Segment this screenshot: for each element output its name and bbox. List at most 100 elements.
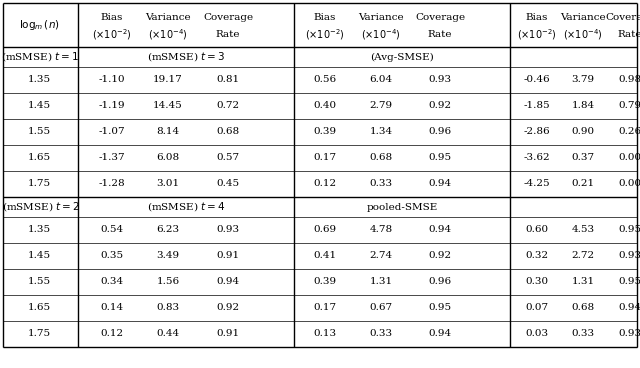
Text: 0.68: 0.68 xyxy=(369,153,392,163)
Text: 0.92: 0.92 xyxy=(428,102,452,110)
Text: 0.30: 0.30 xyxy=(525,277,548,287)
Text: 0.68: 0.68 xyxy=(216,127,239,137)
Text: 3.01: 3.01 xyxy=(156,180,180,188)
Text: 1.34: 1.34 xyxy=(369,127,392,137)
Text: Rate: Rate xyxy=(428,30,452,39)
Text: 1.56: 1.56 xyxy=(156,277,180,287)
Text: 1.75: 1.75 xyxy=(28,329,51,339)
Text: -1.85: -1.85 xyxy=(524,102,550,110)
Text: 0.98: 0.98 xyxy=(618,75,640,85)
Text: 0.39: 0.39 xyxy=(314,277,337,287)
Text: Coverage: Coverage xyxy=(605,13,640,22)
Text: 0.95: 0.95 xyxy=(618,226,640,234)
Text: 0.95: 0.95 xyxy=(428,153,452,163)
Text: Variance: Variance xyxy=(560,13,606,22)
Text: 0.33: 0.33 xyxy=(572,329,595,339)
Text: 1.84: 1.84 xyxy=(572,102,595,110)
Text: 0.33: 0.33 xyxy=(369,180,392,188)
Text: 1.65: 1.65 xyxy=(28,304,51,312)
Text: $\log_m(n)$: $\log_m(n)$ xyxy=(19,18,60,32)
Text: 0.93: 0.93 xyxy=(216,226,239,234)
Text: 1.35: 1.35 xyxy=(28,226,51,234)
Text: -1.28: -1.28 xyxy=(99,180,125,188)
Text: Variance: Variance xyxy=(358,13,404,22)
Text: 2.72: 2.72 xyxy=(572,251,595,261)
Text: 0.26: 0.26 xyxy=(618,127,640,137)
Text: 0.94: 0.94 xyxy=(216,277,239,287)
Text: (Avg-SMSE): (Avg-SMSE) xyxy=(370,52,434,61)
Text: 0.96: 0.96 xyxy=(428,127,452,137)
Text: 0.40: 0.40 xyxy=(314,102,337,110)
Text: 0.96: 0.96 xyxy=(428,277,452,287)
Text: 0.60: 0.60 xyxy=(525,226,548,234)
Text: 0.34: 0.34 xyxy=(100,277,124,287)
Text: $(\times10^{-2})$: $(\times10^{-2})$ xyxy=(517,27,557,42)
Text: 0.94: 0.94 xyxy=(618,304,640,312)
Text: 0.45: 0.45 xyxy=(216,180,239,188)
Text: 1.55: 1.55 xyxy=(28,127,51,137)
Text: 0.95: 0.95 xyxy=(618,277,640,287)
Text: 2.74: 2.74 xyxy=(369,251,392,261)
Text: 0.67: 0.67 xyxy=(369,304,392,312)
Text: 0.54: 0.54 xyxy=(100,226,124,234)
Text: 0.57: 0.57 xyxy=(216,153,239,163)
Text: -1.37: -1.37 xyxy=(99,153,125,163)
Text: -4.25: -4.25 xyxy=(524,180,550,188)
Text: $(\times10^{-4})$: $(\times10^{-4})$ xyxy=(148,27,188,42)
Text: 0.12: 0.12 xyxy=(314,180,337,188)
Text: 0.92: 0.92 xyxy=(216,304,239,312)
Text: Bias: Bias xyxy=(101,13,123,22)
Text: 3.49: 3.49 xyxy=(156,251,180,261)
Text: $(\times10^{-2})$: $(\times10^{-2})$ xyxy=(305,27,345,42)
Text: Coverage: Coverage xyxy=(203,13,253,22)
Text: 6.23: 6.23 xyxy=(156,226,180,234)
Text: 0.93: 0.93 xyxy=(618,329,640,339)
Text: -1.19: -1.19 xyxy=(99,102,125,110)
Text: -2.86: -2.86 xyxy=(524,127,550,137)
Text: Rate: Rate xyxy=(216,30,240,39)
Text: 6.08: 6.08 xyxy=(156,153,180,163)
Text: 0.44: 0.44 xyxy=(156,329,180,339)
Text: 0.14: 0.14 xyxy=(100,304,124,312)
Text: 1.45: 1.45 xyxy=(28,251,51,261)
Text: pooled-SMSE: pooled-SMSE xyxy=(366,202,438,212)
Text: 0.83: 0.83 xyxy=(156,304,180,312)
Text: 0.12: 0.12 xyxy=(100,329,124,339)
Text: -1.10: -1.10 xyxy=(99,75,125,85)
Text: 0.92: 0.92 xyxy=(428,251,452,261)
Text: 0.94: 0.94 xyxy=(428,180,452,188)
Text: 0.56: 0.56 xyxy=(314,75,337,85)
Text: 8.14: 8.14 xyxy=(156,127,180,137)
Text: Coverage: Coverage xyxy=(415,13,465,22)
Text: (mSMSE) $t = 1$: (mSMSE) $t = 1$ xyxy=(1,50,79,63)
Text: 0.95: 0.95 xyxy=(428,304,452,312)
Text: 0.00: 0.00 xyxy=(618,180,640,188)
Text: 0.32: 0.32 xyxy=(525,251,548,261)
Text: 19.17: 19.17 xyxy=(153,75,183,85)
Text: 1.35: 1.35 xyxy=(28,75,51,85)
Text: 0.17: 0.17 xyxy=(314,153,337,163)
Text: 1.75: 1.75 xyxy=(28,180,51,188)
Text: 0.21: 0.21 xyxy=(572,180,595,188)
Text: Bias: Bias xyxy=(526,13,548,22)
Text: 0.93: 0.93 xyxy=(618,251,640,261)
Text: 4.53: 4.53 xyxy=(572,226,595,234)
Text: 1.65: 1.65 xyxy=(28,153,51,163)
Text: 0.41: 0.41 xyxy=(314,251,337,261)
Text: 0.17: 0.17 xyxy=(314,304,337,312)
Text: Bias: Bias xyxy=(314,13,336,22)
Text: -0.46: -0.46 xyxy=(524,75,550,85)
Text: -1.07: -1.07 xyxy=(99,127,125,137)
Text: (mSMSE) $t = 3$: (mSMSE) $t = 3$ xyxy=(147,50,225,63)
Text: $(\times10^{-4})$: $(\times10^{-4})$ xyxy=(563,27,603,42)
Text: 0.35: 0.35 xyxy=(100,251,124,261)
Text: 4.78: 4.78 xyxy=(369,226,392,234)
Text: 0.93: 0.93 xyxy=(428,75,452,85)
Text: Variance: Variance xyxy=(145,13,191,22)
Text: 0.79: 0.79 xyxy=(618,102,640,110)
Text: 14.45: 14.45 xyxy=(153,102,183,110)
Text: 2.79: 2.79 xyxy=(369,102,392,110)
Text: 0.00: 0.00 xyxy=(618,153,640,163)
Text: 0.72: 0.72 xyxy=(216,102,239,110)
Text: -3.62: -3.62 xyxy=(524,153,550,163)
